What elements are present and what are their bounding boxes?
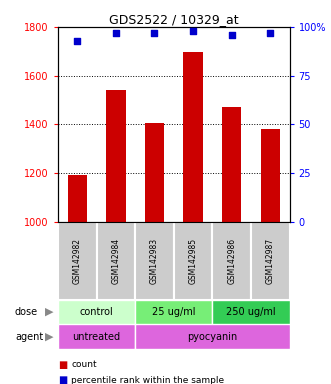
Bar: [106, 90, 125, 222]
Text: GSM142986: GSM142986: [227, 238, 236, 284]
Text: 25 ug/ml: 25 ug/ml: [152, 307, 196, 317]
Bar: [174, 222, 213, 300]
Bar: [213, 222, 251, 300]
Bar: [58, 324, 135, 349]
Point: [113, 30, 118, 36]
Text: GSM142982: GSM142982: [73, 238, 82, 283]
Text: agent: agent: [15, 332, 43, 342]
Bar: [68, 175, 87, 222]
Bar: [251, 222, 290, 300]
Text: ▶: ▶: [45, 307, 54, 317]
Text: control: control: [80, 307, 114, 317]
Bar: [260, 129, 280, 222]
Text: ■: ■: [58, 360, 67, 370]
Text: untreated: untreated: [72, 332, 120, 342]
Text: GSM142983: GSM142983: [150, 238, 159, 284]
Text: count: count: [71, 360, 97, 369]
Text: ■: ■: [58, 375, 67, 384]
Bar: [58, 300, 135, 324]
Bar: [135, 222, 174, 300]
Point: [152, 30, 157, 36]
Text: 250 ug/ml: 250 ug/ml: [226, 307, 276, 317]
Bar: [145, 123, 164, 222]
Point: [190, 28, 196, 34]
Point: [268, 30, 273, 36]
Text: ▶: ▶: [45, 332, 54, 342]
Point: [74, 37, 80, 43]
Bar: [213, 300, 290, 324]
Text: percentile rank within the sample: percentile rank within the sample: [71, 376, 224, 384]
Bar: [183, 53, 203, 222]
Bar: [135, 300, 213, 324]
Text: GSM142985: GSM142985: [189, 238, 198, 284]
Text: GSM142987: GSM142987: [266, 238, 275, 284]
Text: GSM142984: GSM142984: [111, 238, 120, 284]
Bar: [135, 324, 290, 349]
Bar: [222, 107, 241, 222]
Point: [229, 31, 234, 38]
Bar: [97, 222, 135, 300]
Text: pyocyanin: pyocyanin: [187, 332, 238, 342]
Title: GDS2522 / 10329_at: GDS2522 / 10329_at: [109, 13, 239, 26]
Text: dose: dose: [15, 307, 38, 317]
Bar: [58, 222, 97, 300]
